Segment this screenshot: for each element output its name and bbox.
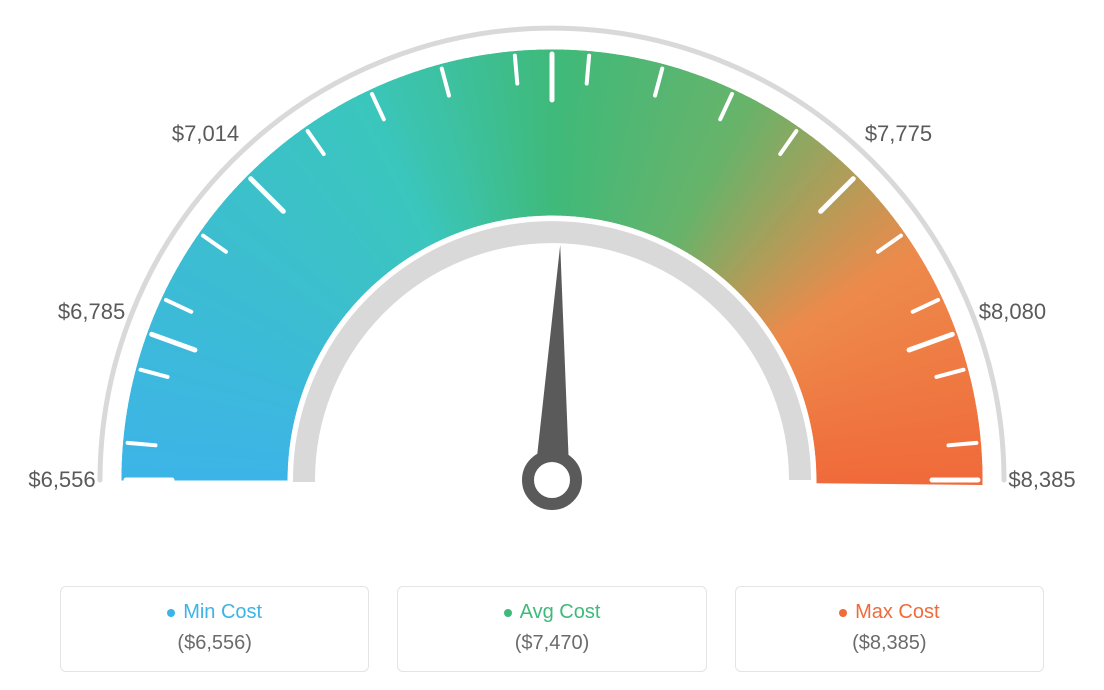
scale-label: $6,785 — [58, 299, 125, 325]
legend-title-max: Max Cost — [839, 601, 939, 624]
cost-gauge-widget: $6,556 $6,785 $7,014 $7,470 $7,775 $8,080 $8,3… — [0, 0, 1104, 690]
scale-label: $6,556 — [28, 467, 95, 493]
gauge-area: $6,556 $6,785 $7,014 $7,470 $7,775 $8,080 $8,3… — [0, 0, 1104, 560]
legend-title-text-max: Max Cost — [855, 601, 939, 624]
legend-card-avg: Avg Cost ($7,470) — [397, 586, 706, 672]
legend-title-text-avg: Avg Cost — [520, 601, 601, 624]
scale-label: $7,014 — [172, 121, 239, 147]
legend-dot-avg — [504, 609, 512, 617]
legend-title-text-min: Min Cost — [183, 601, 262, 624]
scale-label: $7,470 — [518, 0, 585, 3]
legend-card-min: Min Cost ($6,556) — [60, 586, 369, 672]
gauge-svg — [0, 0, 1104, 560]
scale-label: $7,775 — [865, 121, 932, 147]
legend-value-max: ($8,385) — [746, 632, 1033, 655]
legend-dot-max — [839, 609, 847, 617]
legend-card-max: Max Cost ($8,385) — [735, 586, 1044, 672]
scale-label: $8,080 — [979, 299, 1046, 325]
legend-value-avg: ($7,470) — [408, 632, 695, 655]
legend-row: Min Cost ($6,556) Avg Cost ($7,470) Max … — [0, 586, 1104, 672]
scale-label: $8,385 — [1008, 467, 1075, 493]
legend-title-min: Min Cost — [167, 601, 262, 624]
legend-value-min: ($6,556) — [71, 632, 358, 655]
legend-dot-min — [167, 609, 175, 617]
legend-title-avg: Avg Cost — [504, 601, 601, 624]
